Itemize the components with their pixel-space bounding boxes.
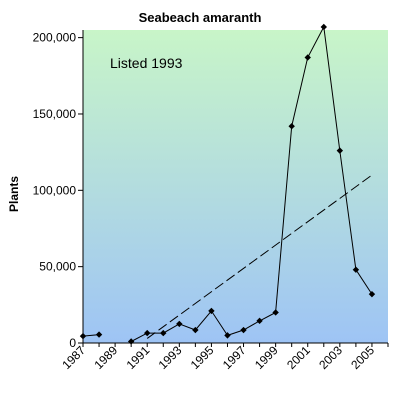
y-tick-label: 200,000 <box>33 31 77 45</box>
series-points <box>79 23 376 345</box>
data-point <box>240 326 247 334</box>
y-axis-ticks: 0 50,000 100,000 150,000 200,000 <box>33 31 83 350</box>
data-point <box>176 320 183 328</box>
x-tick-label: 1999 <box>252 343 281 372</box>
y-tick-label: 50,000 <box>39 260 76 274</box>
data-point <box>192 326 199 334</box>
data-point <box>320 23 327 31</box>
data-point <box>288 122 295 130</box>
y-axis-label: Plants <box>7 176 21 212</box>
y-tick-label: 0 <box>69 336 76 350</box>
x-tick-label: 1987 <box>59 343 88 372</box>
x-tick-label: 1995 <box>188 343 217 372</box>
data-point <box>256 317 263 325</box>
data-point <box>95 331 103 338</box>
trendline-group <box>146 174 373 339</box>
chart-annotation: Listed 1993 <box>110 55 183 71</box>
data-point <box>224 332 231 339</box>
data-point <box>160 329 167 337</box>
data-point <box>208 307 215 315</box>
data-point <box>144 329 151 337</box>
data-point <box>368 290 376 298</box>
data-point <box>304 54 311 61</box>
x-tick-label: 2001 <box>284 343 313 372</box>
x-tick-label: 1993 <box>156 343 185 372</box>
x-tick-label: 1991 <box>124 343 153 372</box>
series-line <box>130 25 373 342</box>
y-tick-label: 150,000 <box>33 107 77 121</box>
x-tick-label: 1997 <box>220 343 249 372</box>
chart-title: Seabeach amaranth <box>139 10 262 25</box>
plot-area <box>83 30 388 343</box>
y-tick-label: 100,000 <box>33 183 77 197</box>
data-point <box>336 147 344 154</box>
data-point <box>272 309 279 316</box>
x-tick-label: 2003 <box>316 343 345 372</box>
x-tick-label: 2005 <box>348 343 377 372</box>
x-tick-label: 1989 <box>91 343 120 372</box>
trendline <box>146 174 373 339</box>
x-axis-ticks: 1987 1989 1991 1993 1995 1997 1999 2001 2003 2005 <box>59 343 389 372</box>
data-point <box>352 266 360 273</box>
